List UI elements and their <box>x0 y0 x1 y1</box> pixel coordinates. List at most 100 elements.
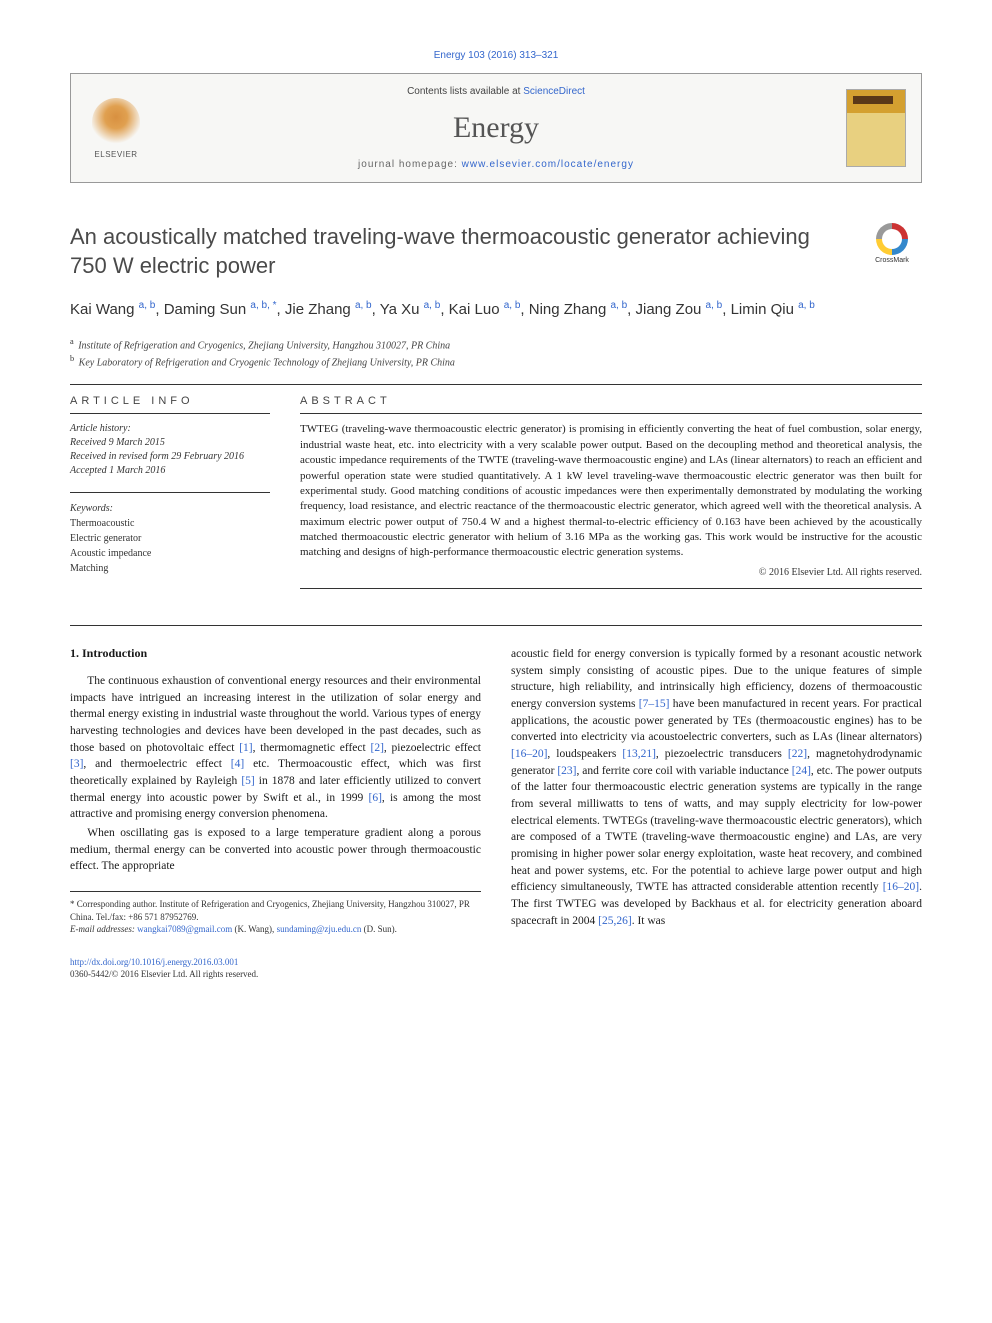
text-run: , and ferrite core coil with variable in… <box>577 765 792 777</box>
author-name: Daming Sun <box>164 301 247 318</box>
divider <box>70 625 922 626</box>
text-run: , and thermoelectric effect <box>83 758 230 770</box>
email-link[interactable]: wangkai7089@gmail.com <box>137 924 232 934</box>
divider <box>300 413 922 414</box>
citation-link[interactable]: [23] <box>557 765 576 777</box>
citation-link[interactable]: [16–20] <box>883 881 919 893</box>
affiliations: a Institute of Refrigeration and Cryogen… <box>70 336 922 371</box>
history-label: Article history: <box>70 422 270 436</box>
divider <box>70 384 922 385</box>
text-run: , thermomagnetic effect <box>253 742 371 754</box>
affiliation-b: Key Laboratory of Refrigeration and Cryo… <box>79 357 455 368</box>
email-link[interactable]: sundaming@zju.edu.cn <box>277 924 362 934</box>
citation-link[interactable]: [1] <box>239 742 252 754</box>
citation-link[interactable]: [24] <box>792 765 811 777</box>
keyword: Electric generator <box>70 531 270 546</box>
elsevier-tree-icon <box>92 98 140 146</box>
email-who: (D. Sun). <box>361 924 397 934</box>
abstract-header: ABSTRACT <box>300 395 922 407</box>
author-aff: a, b <box>706 300 723 311</box>
author-name: Jiang Zou <box>636 301 702 318</box>
article-info-column: ARTICLE INFO Article history: Received 9… <box>70 395 270 595</box>
abstract-column: ABSTRACT TWTEG (traveling-wave thermoaco… <box>300 395 922 595</box>
email-label: E-mail addresses: <box>70 924 137 934</box>
journal-cover-icon <box>846 89 906 167</box>
journal-name: Energy <box>161 111 831 145</box>
elsevier-label: ELSEVIER <box>94 150 137 159</box>
section-heading: 1. Introduction <box>70 646 481 661</box>
contents-prefix: Contents lists available at <box>407 86 523 97</box>
text-run: . It was <box>632 915 666 927</box>
citation-link[interactable]: [22] <box>788 748 807 760</box>
crossmark-badge[interactable]: CrossMark <box>862 223 922 271</box>
footer: http://dx.doi.org/10.1016/j.energy.2016.… <box>70 956 922 981</box>
issn-copyright-line: 0360-5442/© 2016 Elsevier Ltd. All right… <box>70 968 922 981</box>
journal-cover-cell <box>831 74 921 182</box>
citation-link[interactable]: [4] <box>231 758 244 770</box>
article-title: An acoustically matched traveling-wave t… <box>70 223 842 280</box>
email-who: (K. Wang), <box>232 924 276 934</box>
affiliation-a: Institute of Refrigeration and Cryogenic… <box>78 340 450 351</box>
citation-link[interactable]: [3] <box>70 758 83 770</box>
body-left-column: 1. Introduction The continuous exhaustio… <box>70 646 481 936</box>
journal-homepage-line: journal homepage: www.elsevier.com/locat… <box>161 159 831 170</box>
text-run: , etc. The power outputs of the latter f… <box>511 765 922 894</box>
doi-link[interactable]: http://dx.doi.org/10.1016/j.energy.2016.… <box>70 957 238 967</box>
author-aff: a, b <box>798 300 815 311</box>
author-aff: a, b <box>424 300 441 311</box>
journal-homepage-link[interactable]: www.elsevier.com/locate/energy <box>462 159 634 170</box>
keywords-label: Keywords: <box>70 501 270 516</box>
citation-link[interactable]: [16–20] <box>511 748 547 760</box>
text-paragraph: When oscillating gas is exposed to a lar… <box>70 825 481 875</box>
author-name: Jie Zhang <box>285 301 351 318</box>
body-text: acoustic field for energy conversion is … <box>511 646 922 929</box>
keyword: Thermoacoustic <box>70 516 270 531</box>
received-date: Received 9 March 2015 <box>70 436 270 450</box>
divider <box>70 413 270 414</box>
author-aff: a, b <box>355 300 372 311</box>
body-right-column: acoustic field for energy conversion is … <box>511 646 922 936</box>
divider <box>300 588 922 589</box>
citation-link[interactable]: [2] <box>370 742 383 754</box>
revised-date: Received in revised form 29 February 201… <box>70 450 270 464</box>
author-aff: a, b <box>610 300 627 311</box>
corresponding-author-box: * Corresponding author. Institute of Ref… <box>70 891 481 936</box>
citation-link[interactable]: [25,26] <box>598 915 632 927</box>
author-name: Kai Wang <box>70 301 134 318</box>
author-aff: a, b <box>139 300 156 311</box>
elsevier-logo: ELSEVIER <box>86 93 146 163</box>
author-name: Kai Luo <box>449 301 500 318</box>
author-name: Ning Zhang <box>529 301 607 318</box>
author-name: Limin Qiu <box>731 301 794 318</box>
header-center: Contents lists available at ScienceDirec… <box>161 74 831 182</box>
crossmark-icon <box>876 223 908 255</box>
publisher-logo-cell: ELSEVIER <box>71 74 161 182</box>
abstract-copyright: © 2016 Elsevier Ltd. All rights reserved… <box>300 567 922 578</box>
abstract-text: TWTEG (traveling-wave thermoacoustic ele… <box>300 422 922 561</box>
citation-link[interactable]: [6] <box>368 792 381 804</box>
sciencedirect-link[interactable]: ScienceDirect <box>523 86 585 97</box>
article-history: Article history: Received 9 March 2015 R… <box>70 422 270 478</box>
text-run: , piezoelectric effect <box>384 742 481 754</box>
journal-header: ELSEVIER Contents lists available at Sci… <box>70 73 922 183</box>
corresponding-note: * Corresponding author. Institute of Ref… <box>70 898 481 923</box>
citation-link[interactable]: [13,21] <box>622 748 656 760</box>
text-run: , loudspeakers <box>547 748 622 760</box>
article-info-header: ARTICLE INFO <box>70 395 270 407</box>
keyword: Matching <box>70 561 270 576</box>
contents-available-line: Contents lists available at ScienceDirec… <box>161 86 831 97</box>
homepage-prefix: journal homepage: <box>358 159 462 170</box>
body-columns: 1. Introduction The continuous exhaustio… <box>70 646 922 936</box>
citation-link[interactable]: [7–15] <box>639 698 670 710</box>
divider <box>70 492 270 493</box>
citation-line: Energy 103 (2016) 313–321 <box>70 50 922 61</box>
accepted-date: Accepted 1 March 2016 <box>70 464 270 478</box>
authors-line: Kai Wang a, b, Daming Sun a, b, *, Jie Z… <box>70 298 922 322</box>
crossmark-label: CrossMark <box>875 257 909 264</box>
body-text: The continuous exhaustion of conventiona… <box>70 673 481 875</box>
text-run: , piezoelectric transducers <box>656 748 788 760</box>
author-aff: a, b <box>504 300 521 311</box>
citation-link[interactable]: [5] <box>241 775 254 787</box>
author-aff: a, b, * <box>250 300 276 311</box>
author-name: Ya Xu <box>380 301 420 318</box>
